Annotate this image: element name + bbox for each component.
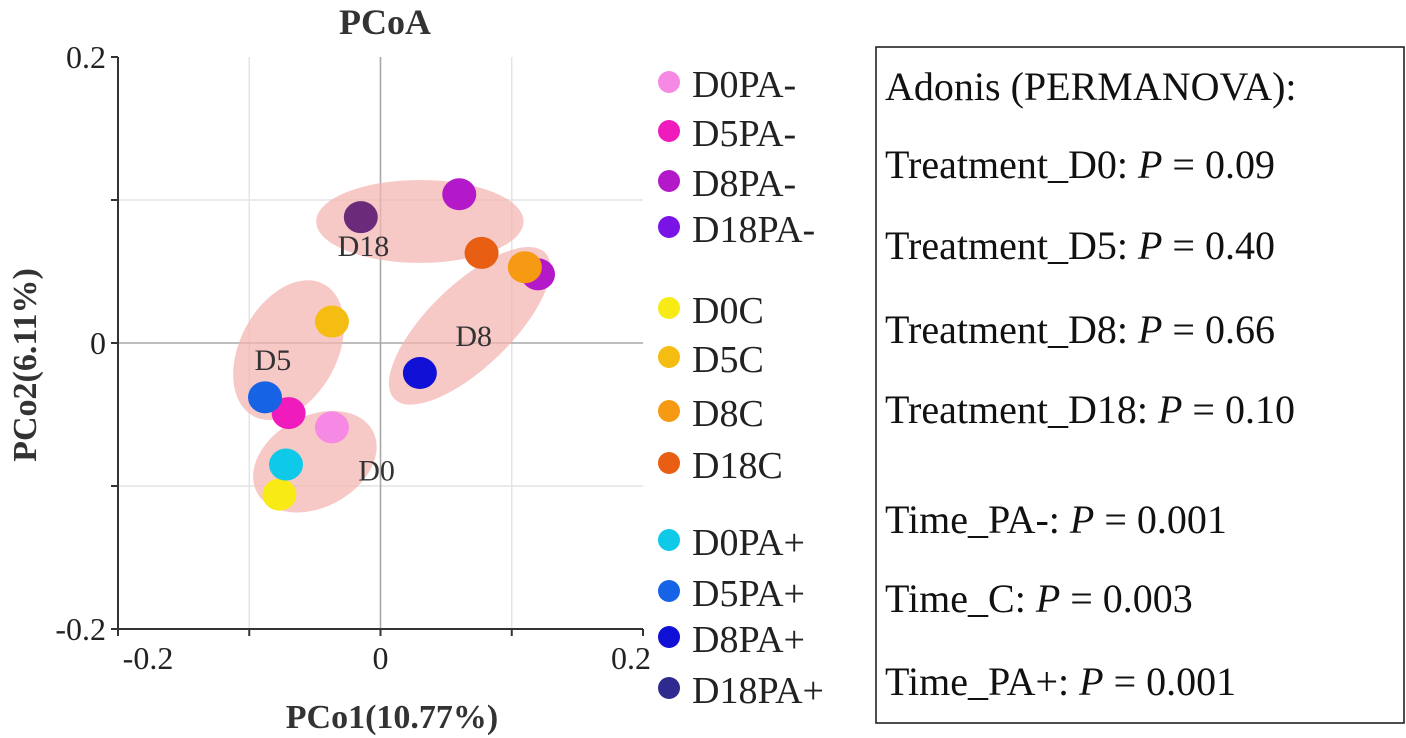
legend-marker-d0c [658, 297, 680, 319]
legend-marker-d18pa- [658, 216, 680, 238]
legend-marker-d8c [658, 400, 680, 422]
legend-marker-d8pa+ [658, 626, 680, 648]
point-d0pa+ [269, 448, 303, 481]
legend-label-d8pa+: D8PA+ [692, 619, 805, 661]
stat-line: Time_PA-: P = 0.001 [885, 497, 1227, 542]
legend-label-d0pa-: D0PA- [692, 64, 796, 106]
legend-label-d5pa+: D5PA+ [692, 573, 805, 615]
legend-label-d18pa-: D18PA- [692, 209, 815, 251]
stat-line: Treatment_D8: P = 0.66 [885, 307, 1275, 352]
point-d0pa- [314, 411, 349, 444]
y-tick-label: 0 [90, 325, 106, 361]
stat-line: Treatment_D5: P = 0.40 [885, 223, 1275, 268]
legend-marker-d5pa- [658, 120, 680, 142]
y-tick-label: -0.2 [55, 611, 106, 647]
legend-marker-d8pa- [658, 170, 680, 192]
stat-line: Time_C: P = 0.003 [885, 576, 1193, 621]
legend-label-d0c: D0C [692, 290, 764, 332]
x-tick-label: 0 [373, 640, 389, 676]
group-label-d8: D8 [455, 320, 492, 353]
plot-area: -0.2 0 0.2 0.2 0 -0.2 D0 D5 D18 D8 [55, 39, 651, 676]
legend-marker-d18c [658, 452, 680, 474]
legend-marker-d5pa+ [658, 580, 680, 602]
point-d5pa- [271, 397, 306, 430]
chart-title: PCoA [339, 2, 431, 42]
x-tick-label: 0.2 [611, 640, 651, 676]
y-tick-label: 0.2 [66, 39, 106, 75]
point-d0c [262, 478, 297, 511]
stat-line: Time_PA+: P = 0.001 [885, 659, 1236, 704]
legend-label-d8c: D8C [692, 393, 764, 435]
point-d8c [507, 251, 542, 284]
legend-marker-d18pa+ [658, 677, 680, 699]
group-label-d0: D0 [358, 454, 395, 487]
legend-label-d8pa-: D8PA- [692, 163, 796, 205]
group-label-d18: D18 [338, 230, 390, 263]
stats-box [875, 46, 1405, 724]
point-d8pa- [442, 178, 477, 211]
legend-marker-d0pa- [658, 71, 680, 93]
group-label-d5: D5 [255, 344, 292, 377]
legend-label-d5pa-: D5PA- [692, 113, 796, 155]
legend-marker-d0pa+ [658, 529, 680, 551]
legend-label-d18c: D18C [692, 445, 783, 487]
legend-label-d5c: D5C [692, 339, 764, 381]
legend-marker-d5c [658, 346, 680, 368]
stats-heading: Adonis (PERMANOVA): [885, 64, 1297, 109]
point-d5c [314, 305, 349, 338]
stat-line: Treatment_D0: P = 0.09 [885, 142, 1275, 187]
legend: D0PA- D5PA- D8PA-D18PA- D0C D5C D8C D18C D0PA+ D… [658, 64, 824, 712]
stat-line: Treatment_D18: P = 0.10 [885, 387, 1295, 432]
x-tick-label: -0.2 [123, 640, 174, 676]
legend-label-d0pa+: D0PA+ [692, 522, 805, 564]
point-d18c [464, 236, 499, 269]
y-axis-label: PCo2(6.11%) [7, 268, 44, 462]
point-d8pa+ [402, 357, 437, 390]
point-d5pa+ [248, 381, 282, 414]
point-unlabeled [343, 201, 378, 234]
x-axis-label: PCo1(10.77%) [286, 699, 498, 736]
legend-label-d18pa+: D18PA+ [692, 670, 824, 712]
stats-lines: Treatment_D0: P = 0.09 Treatment_D5: P = … [885, 142, 1295, 704]
